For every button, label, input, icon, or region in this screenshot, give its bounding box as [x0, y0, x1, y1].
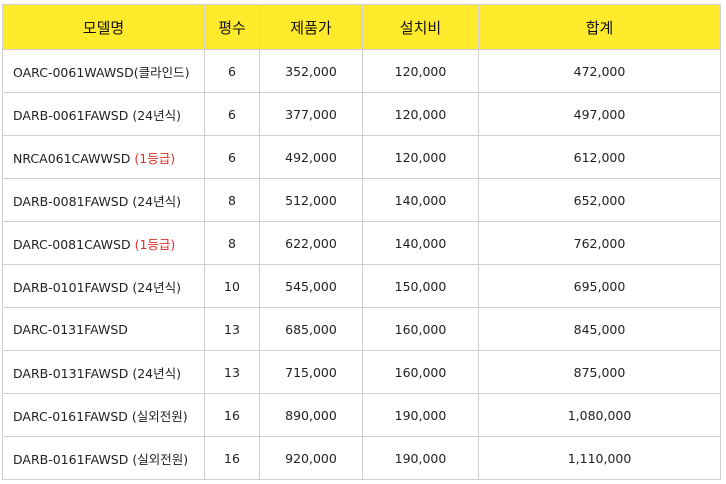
pyeong-cell: 13: [204, 307, 260, 351]
model-name: DARB-0131FAWSD (24년식): [13, 365, 182, 381]
header-model: 모델명: [2, 4, 205, 50]
install-fee-cell: 120,000: [362, 92, 479, 136]
header-price: 제품가: [259, 4, 363, 50]
pyeong-cell: 6: [204, 135, 260, 179]
pyeong-cell: 6: [204, 92, 260, 136]
model-cell: DARC-0131FAWSD: [2, 307, 205, 351]
table-header: 모델명 평수 제품가 설치비 합계: [2, 4, 721, 50]
install-fee-cell: 120,000: [362, 49, 479, 93]
total-cell: 695,000: [478, 264, 721, 308]
install-fee-cell: 120,000: [362, 135, 479, 179]
price-cell: 685,000: [259, 307, 363, 351]
total-cell: 762,000: [478, 221, 721, 265]
install-fee-cell: 140,000: [362, 178, 479, 222]
install-fee-cell: 150,000: [362, 264, 479, 308]
pyeong-cell: 10: [204, 264, 260, 308]
model-cell: OARC-0061WAWSD(클라인드): [2, 49, 205, 93]
price-table: 모델명 평수 제품가 설치비 합계 OARC-0061WAWSD(클라인드) 6 3…: [2, 4, 721, 480]
table-row: OARC-0061WAWSD(클라인드) 6 352,000 120,000 472,0…: [2, 49, 721, 93]
model-name: DARC-0161FAWSD (실외전원): [13, 408, 188, 424]
model-name: DARB-0161FAWSD (실외전원): [13, 451, 189, 467]
price-cell: 622,000: [259, 221, 363, 265]
total-cell: 497,000: [478, 92, 721, 136]
price-cell: 920,000: [259, 436, 363, 480]
table-row: DARC-0081CAWSD (1등급) 8 622,000 140,000 762,0…: [2, 221, 721, 265]
table-row: DARC-0131FAWSD 13 685,000 160,000 845,000: [2, 307, 721, 351]
header-install: 설치비: [362, 4, 479, 50]
model-cell: DARB-0161FAWSD (실외전원): [2, 436, 205, 480]
table-row: DARC-0161FAWSD (실외전원) 16 890,000 190,000 1,0…: [2, 393, 721, 437]
total-cell: 612,000: [478, 135, 721, 179]
table-body: OARC-0061WAWSD(클라인드) 6 352,000 120,000 472,0…: [2, 49, 721, 480]
pyeong-cell: 16: [204, 436, 260, 480]
table-row: DARB-0101FAWSD (24년식) 10 545,000 150,000 695…: [2, 264, 721, 308]
model-cell: NRCA061CAWWSD (1등급): [2, 135, 205, 179]
install-fee-cell: 160,000: [362, 307, 479, 351]
price-cell: 545,000: [259, 264, 363, 308]
table-row: DARB-0131FAWSD (24년식) 13 715,000 160,000 875…: [2, 350, 721, 394]
price-cell: 492,000: [259, 135, 363, 179]
price-cell: 715,000: [259, 350, 363, 394]
total-cell: 875,000: [478, 350, 721, 394]
model-name: DARB-0101FAWSD (24년식): [13, 279, 182, 295]
install-fee-cell: 190,000: [362, 436, 479, 480]
table-row: DARB-0161FAWSD (실외전원) 16 920,000 190,000 1,1…: [2, 436, 721, 480]
total-cell: 1,080,000: [478, 393, 721, 437]
model-name: OARC-0061WAWSD(클라인드): [13, 64, 190, 80]
model-cell: DARB-0101FAWSD (24년식): [2, 264, 205, 308]
header-row: 모델명 평수 제품가 설치비 합계: [2, 4, 721, 50]
install-fee-cell: 160,000: [362, 350, 479, 394]
install-fee-cell: 190,000: [362, 393, 479, 437]
header-pyeong: 평수: [204, 4, 260, 50]
model-name: DARB-0061FAWSD (24년식): [13, 107, 182, 123]
price-cell: 890,000: [259, 393, 363, 437]
table-row: DARB-0061FAWSD (24년식) 6 377,000 120,000 497,…: [2, 92, 721, 136]
price-cell: 512,000: [259, 178, 363, 222]
model-name: NRCA061CAWWSD: [13, 150, 135, 166]
model-name: DARC-0081CAWSD: [13, 236, 135, 252]
pyeong-cell: 16: [204, 393, 260, 437]
pyeong-cell: 8: [204, 178, 260, 222]
total-cell: 845,000: [478, 307, 721, 351]
energy-grade-note: (1등급): [134, 236, 176, 252]
price-cell: 352,000: [259, 49, 363, 93]
total-cell: 1,110,000: [478, 436, 721, 480]
total-cell: 472,000: [478, 49, 721, 93]
model-cell: DARB-0131FAWSD (24년식): [2, 350, 205, 394]
table-row: DARB-0081FAWSD (24년식) 8 512,000 140,000 652,…: [2, 178, 721, 222]
model-cell: DARB-0081FAWSD (24년식): [2, 178, 205, 222]
model-cell: DARC-0161FAWSD (실외전원): [2, 393, 205, 437]
install-fee-cell: 140,000: [362, 221, 479, 265]
table-row: NRCA061CAWWSD (1등급) 6 492,000 120,000 612,00…: [2, 135, 721, 179]
model-name: DARC-0131FAWSD: [13, 321, 128, 337]
model-cell: DARC-0081CAWSD (1등급): [2, 221, 205, 265]
price-cell: 377,000: [259, 92, 363, 136]
pyeong-cell: 13: [204, 350, 260, 394]
energy-grade-note: (1등급): [134, 150, 176, 166]
model-name: DARB-0081FAWSD (24년식): [13, 193, 182, 209]
pyeong-cell: 6: [204, 49, 260, 93]
header-total: 합계: [478, 4, 721, 50]
pyeong-cell: 8: [204, 221, 260, 265]
model-cell: DARB-0061FAWSD (24년식): [2, 92, 205, 136]
total-cell: 652,000: [478, 178, 721, 222]
